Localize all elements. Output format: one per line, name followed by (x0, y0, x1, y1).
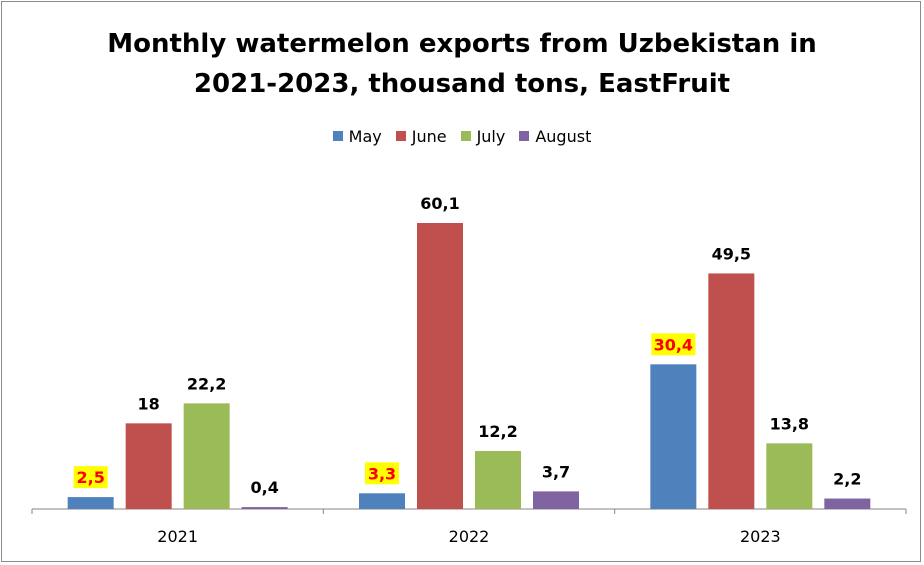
bar-june-2022 (417, 223, 463, 509)
chart-title: Monthly watermelon exports from Uzbekist… (107, 29, 817, 99)
bar-july-2022 (475, 450, 521, 509)
legend-label: May (348, 126, 382, 146)
data-label: 0,4 (250, 478, 278, 497)
legend-label: July (476, 126, 506, 146)
data-label: 3,7 (542, 462, 570, 481)
legend-swatch (519, 131, 530, 141)
legend-swatch (460, 131, 471, 141)
legend-swatch (395, 131, 406, 141)
bar-august-2021 (241, 507, 288, 509)
legend-item-august: August (519, 127, 591, 146)
bar-august-2022 (533, 491, 579, 509)
bar-june-2021 (125, 423, 172, 509)
data-label-highlight (651, 333, 696, 356)
data-label: 2,5 (76, 468, 104, 487)
data-label: 60,1 (420, 194, 459, 213)
x-tick-label: 2022 (449, 527, 490, 546)
bar-may-2023 (650, 364, 697, 509)
x-tick-label: 2021 (157, 527, 198, 546)
legend-label: August (535, 126, 592, 146)
data-label: 13,8 (770, 414, 809, 433)
bar-august-2023 (824, 498, 871, 509)
legend-item-july: July (460, 126, 506, 146)
data-label-highlight (365, 462, 399, 485)
data-label: 49,5 (712, 244, 751, 263)
data-label: 3,3 (368, 464, 396, 483)
bar-july-2021 (183, 403, 230, 509)
data-label: 2,2 (833, 470, 861, 489)
legend: May June July August (2, 126, 922, 146)
data-label: 12,2 (478, 422, 517, 441)
bar-may-2022 (359, 493, 405, 509)
bar-june-2023 (708, 273, 755, 509)
x-tick-label: 2023 (740, 527, 781, 546)
legend-item-june: June (395, 126, 447, 146)
data-label: 22,2 (187, 374, 226, 393)
legend-label: June (411, 126, 447, 146)
data-label: 18 (138, 394, 160, 413)
data-label-highlight (73, 466, 108, 489)
bar-may-2021 (67, 497, 114, 509)
data-label: 30,4 (654, 335, 693, 354)
bar-july-2023 (766, 443, 813, 509)
legend-item-may: May (332, 126, 382, 146)
legend-swatch (332, 131, 343, 141)
